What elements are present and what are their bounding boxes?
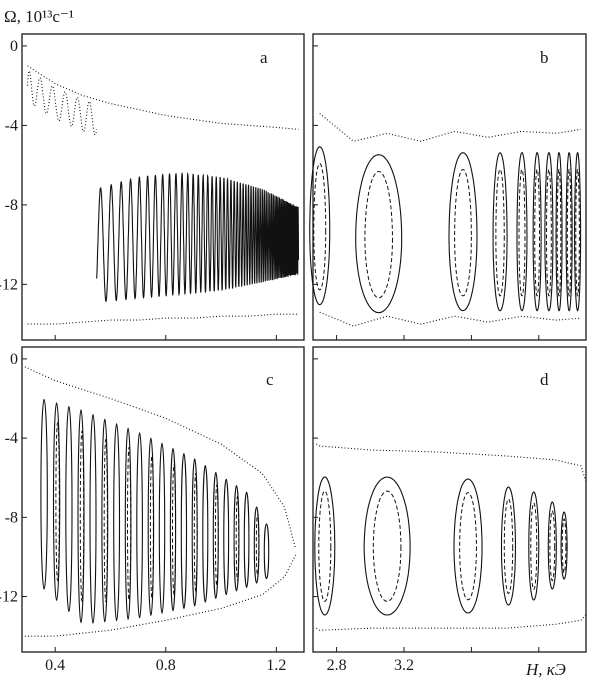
panel-a-frame — [21, 33, 305, 341]
panel-d-loop-inner — [318, 490, 332, 602]
panel-b-upper-dotted — [319, 113, 581, 142]
x-tick-label-c: 0.8 — [156, 657, 176, 674]
x-tick-label-c: 0.4 — [45, 657, 65, 674]
panel-c-loop — [263, 523, 270, 580]
panel-c-frame — [21, 346, 305, 653]
panel-d-loop-outer — [528, 491, 540, 601]
panel-b-loop-outer — [309, 146, 331, 306]
x-tick-label-d: 3.2 — [394, 657, 414, 674]
panel-b-loop-outer — [544, 151, 554, 312]
panel-c-loop-inner — [79, 430, 85, 602]
panel-c-loop — [113, 423, 121, 622]
panel-c-loop-inner — [149, 455, 154, 599]
y-axis-label: Ω, 10¹³c⁻¹ — [4, 7, 74, 26]
panel-b-loop-inner — [566, 168, 572, 298]
panel-b-loop-inner — [364, 170, 394, 299]
panel-c-loop — [223, 478, 230, 596]
panel-b-loop-outer — [565, 151, 573, 312]
y-tick-label-c: -8 — [5, 509, 18, 526]
x-axis-label: H, кЭ — [525, 660, 566, 679]
y-tick-label-c: -12 — [0, 589, 18, 606]
panel-b-loop-outer — [555, 151, 563, 312]
panel-c-loop — [147, 437, 155, 617]
panel-b-loop-outer — [532, 151, 542, 312]
panel-b-letter: b — [540, 48, 549, 67]
panel-b-loop-inner — [556, 168, 562, 297]
panel-c-loop — [158, 442, 166, 614]
panel-d-loop-outer — [560, 511, 568, 580]
panel-d-loop-outer — [500, 486, 517, 606]
x-tick-label-d: 2.8 — [327, 657, 347, 674]
panel-a-oscillation-solid — [96, 171, 300, 302]
panel-c-loop — [65, 405, 73, 613]
panel-d-loop-outer — [363, 476, 411, 616]
panel-c-loop — [180, 452, 188, 610]
panel-d-lower-dotted — [316, 614, 587, 631]
panel-d-loop-inner — [503, 498, 514, 594]
panel-d-loop-inner — [372, 490, 402, 602]
panel-d-loop-inner — [530, 502, 538, 590]
panel-c-loop — [52, 402, 61, 601]
y-tick-label-a: -4 — [5, 117, 18, 134]
y-tick-label-c: -4 — [5, 430, 18, 447]
ticks-layer: 0 -4 -8 -12 0 -4 -8 -12 0.4 0.8 1.2 2.8 3.2 — [0, 38, 540, 674]
panel-c-loop-inner — [235, 495, 240, 581]
panel-a-lower-dotted — [27, 313, 299, 325]
panel-b-loop-inner — [534, 168, 540, 297]
panel-c-loop — [89, 413, 97, 624]
y-tick-label-c: 0 — [10, 351, 18, 368]
panel-c-loop-inner — [214, 484, 219, 587]
panel-c-loop — [243, 491, 250, 588]
panel-b-loop-outer — [355, 154, 403, 314]
panel-c-loop — [101, 418, 109, 623]
panel-b-frame — [312, 33, 587, 341]
panel-c-loop-inner — [103, 438, 108, 603]
panel-c-loop-inner — [127, 446, 132, 601]
panel-b-loop-inner — [495, 168, 505, 297]
panel-c-loop — [233, 485, 240, 592]
panel-d-loop-inner — [459, 492, 477, 601]
panel-b-loop-inner — [546, 168, 552, 297]
panel-c-loop — [202, 465, 209, 603]
panel-c-loop-inner — [193, 473, 198, 592]
panel-a-letter: a — [260, 48, 268, 67]
y-tick-label-a: -8 — [5, 197, 18, 214]
curves-layer — [24, 65, 587, 637]
panel-c-loop-inner — [172, 464, 176, 596]
panel-b-loop-outer — [492, 152, 508, 312]
panel-b-loop-inner — [313, 162, 327, 291]
panel-b-loop-inner — [518, 168, 526, 297]
panel-d-letter: d — [540, 370, 549, 389]
panel-c-upper-dotted — [24, 366, 297, 550]
panel-d-loop-outer — [314, 476, 336, 616]
panel-a-upper-dotted — [27, 65, 299, 130]
panel-a-oscillation-dotted — [26, 70, 98, 136]
panel-c-lower-dotted — [24, 554, 297, 637]
panel-c-loop-inner — [255, 514, 260, 576]
panel-d-loop-inner — [549, 510, 556, 582]
panel-d-frame — [312, 346, 587, 653]
panel-c-loop — [40, 398, 48, 590]
panel-b-loop-outer — [448, 152, 478, 312]
panel-d-loop-outer — [547, 501, 557, 590]
x-tick-label-c: 1.2 — [266, 657, 286, 674]
panel-d-loop-inner — [561, 518, 567, 574]
panel-b-lower-dotted — [319, 311, 581, 327]
panel-d-loop-outer — [453, 478, 483, 614]
panel-b-loop-inner — [575, 168, 580, 297]
panel-d-upper-dotted — [316, 443, 587, 482]
y-tick-label-a: 0 — [10, 38, 18, 55]
panel-c-loop-inner — [55, 422, 60, 582]
panel-c-loop — [136, 432, 143, 619]
panel-b-loop-inner — [454, 168, 472, 297]
panel-b-loop-outer — [574, 151, 582, 312]
y-tick-label-a: -12 — [0, 276, 18, 293]
panel-b-loop-outer — [516, 152, 528, 312]
panel-c-letter: c — [266, 370, 274, 389]
